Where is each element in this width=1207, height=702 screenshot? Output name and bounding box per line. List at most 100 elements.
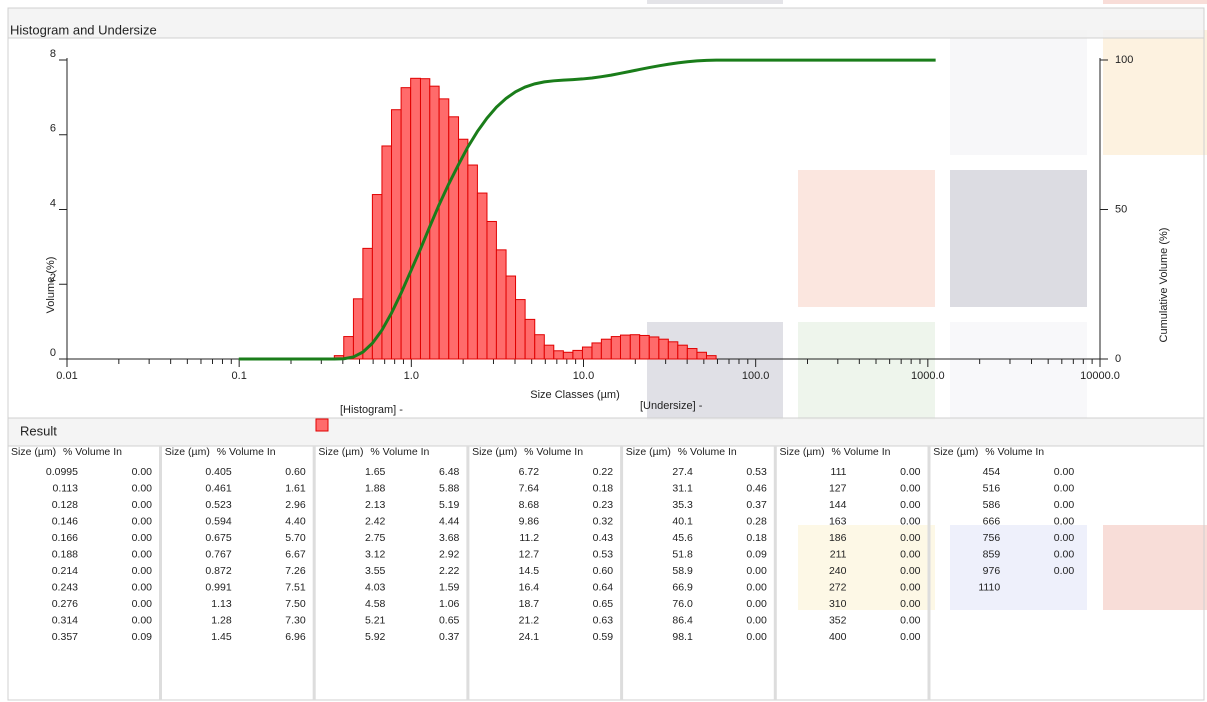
size-cell: 51.8 xyxy=(672,548,693,560)
size-cell: 0.0995 xyxy=(46,466,78,478)
volume-cell: 7.50 xyxy=(285,598,306,610)
size-cell: 163 xyxy=(829,515,847,527)
volume-cell: 0.00 xyxy=(132,482,153,494)
size-cell: 586 xyxy=(983,499,1001,511)
histogram-bar xyxy=(419,78,431,360)
histogram-bar xyxy=(696,351,707,360)
column-header: Size (µm) xyxy=(933,446,978,458)
x-tick-label: 100.0 xyxy=(742,370,770,382)
histogram-bar xyxy=(543,344,555,360)
volume-cell: 3.68 xyxy=(439,532,460,544)
size-cell: 45.6 xyxy=(672,532,693,544)
y2-axis-label: Cumulative Volume (%) xyxy=(1158,228,1170,343)
size-cell: 0.276 xyxy=(52,598,78,610)
volume-cell: 0.00 xyxy=(1054,482,1075,494)
volume-cell: 7.51 xyxy=(285,581,306,593)
volume-cell: 0.00 xyxy=(746,631,767,643)
volume-cell: 0.00 xyxy=(132,466,153,478)
size-cell: 9.86 xyxy=(519,515,540,527)
volume-cell: 0.00 xyxy=(132,548,153,560)
column-header: % Volume In xyxy=(832,446,891,458)
column-separator xyxy=(620,446,624,700)
size-cell: 352 xyxy=(829,614,847,626)
size-cell: 310 xyxy=(829,598,847,610)
volume-cell: 0.43 xyxy=(593,532,614,544)
volume-cell: 6.67 xyxy=(285,548,306,560)
histogram-bar xyxy=(629,334,641,360)
column-header: % Volume In xyxy=(985,446,1044,458)
x-tick-label: 1000.0 xyxy=(911,370,945,382)
volume-cell: 0.00 xyxy=(1054,548,1075,560)
size-cell: 144 xyxy=(829,499,847,511)
volume-cell: 7.26 xyxy=(285,565,306,577)
size-cell: 76.0 xyxy=(672,598,693,610)
volume-cell: 6.96 xyxy=(285,631,306,643)
volume-cell: 0.37 xyxy=(439,631,460,643)
size-cell: 66.9 xyxy=(672,581,693,593)
volume-cell: 0.00 xyxy=(900,565,921,577)
volume-cell: 2.92 xyxy=(439,548,460,560)
volume-cell: 0.53 xyxy=(746,466,767,478)
volume-cell: 0.00 xyxy=(746,581,767,593)
histogram-bar xyxy=(591,342,602,360)
size-cell: 16.4 xyxy=(519,581,540,593)
column-header: % Volume In xyxy=(524,446,583,458)
volume-cell: 2.96 xyxy=(285,499,306,511)
volume-cell: 0.60 xyxy=(593,565,614,577)
size-cell: 0.405 xyxy=(205,466,231,478)
size-cell: 3.12 xyxy=(365,548,386,560)
histogram-bar xyxy=(705,355,717,360)
volume-cell: 0.37 xyxy=(746,499,767,511)
size-cell: 454 xyxy=(983,466,1001,478)
y-tick-label: 4 xyxy=(50,197,56,209)
size-cell: 4.58 xyxy=(365,598,386,610)
column-separator xyxy=(159,446,162,700)
column-header: Size (µm) xyxy=(318,446,363,458)
histogram-bar xyxy=(553,350,564,360)
legend-label: [Histogram] - xyxy=(340,404,403,416)
histogram-bar xyxy=(619,334,631,360)
volume-cell: 0.53 xyxy=(593,548,614,560)
size-cell: 8.68 xyxy=(519,499,540,511)
result-table: Size (µm) % Volume In 0.0995 0.00 0.113 0.00 0… xyxy=(11,446,1074,700)
volume-cell: 0.09 xyxy=(132,631,153,643)
volume-cell: 0.00 xyxy=(746,614,767,626)
y-tick-label: 6 xyxy=(50,123,56,135)
volume-cell: 0.65 xyxy=(593,598,614,610)
legend-label: [Undersize] - xyxy=(640,400,703,412)
size-cell: 0.188 xyxy=(52,548,78,560)
size-cell: 12.7 xyxy=(519,548,540,560)
size-cell: 35.3 xyxy=(672,499,693,511)
size-cell: 127 xyxy=(829,482,847,494)
size-cell: 2.75 xyxy=(365,532,386,544)
y-tick-label: 8 xyxy=(50,48,56,60)
size-cell: 6.72 xyxy=(519,466,540,478)
size-cell: 1.13 xyxy=(211,598,232,610)
size-cell: 666 xyxy=(983,515,1001,527)
histogram-bar xyxy=(410,77,421,360)
histogram-bar xyxy=(448,116,460,360)
column-header: Size (µm) xyxy=(780,446,825,458)
size-cell: 1.28 xyxy=(211,614,232,626)
volume-cell: 2.22 xyxy=(439,565,460,577)
volume-cell: 0.00 xyxy=(900,548,921,560)
size-cell: 0.675 xyxy=(205,532,231,544)
histogram-bar xyxy=(581,346,593,360)
size-cell: 272 xyxy=(829,581,847,593)
histogram-bar xyxy=(610,336,621,360)
histogram-bar xyxy=(505,275,517,360)
column-header: % Volume In xyxy=(678,446,737,458)
volume-cell: 0.00 xyxy=(132,499,153,511)
size-cell: 400 xyxy=(829,631,847,643)
column-separator xyxy=(927,446,931,700)
volume-cell: 0.00 xyxy=(132,565,153,577)
size-cell: 3.55 xyxy=(365,565,386,577)
size-cell: 0.146 xyxy=(52,515,78,527)
volume-cell: 0.00 xyxy=(1054,515,1075,527)
volume-cell: 0.00 xyxy=(132,581,153,593)
volume-cell: 0.59 xyxy=(593,631,614,643)
size-cell: 859 xyxy=(983,548,1001,560)
x-tick-label: 1.0 xyxy=(404,370,419,382)
